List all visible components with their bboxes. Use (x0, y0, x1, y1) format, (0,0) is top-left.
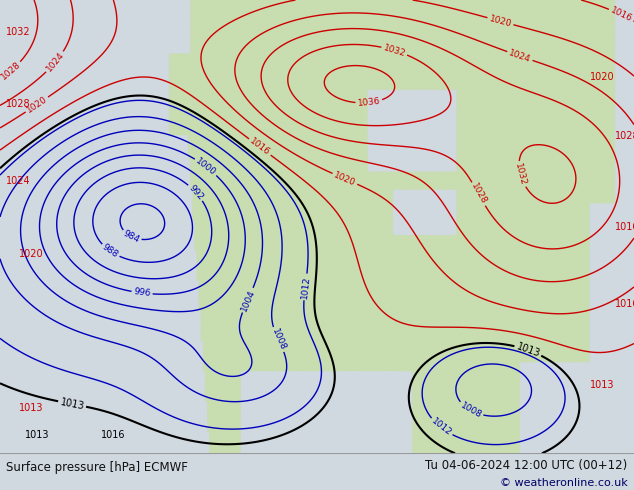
Text: 1024: 1024 (44, 50, 66, 74)
Text: Tu 04-06-2024 12:00 UTC (00+12): Tu 04-06-2024 12:00 UTC (00+12) (425, 459, 628, 471)
Text: 1008: 1008 (269, 327, 287, 352)
Text: 992: 992 (187, 183, 205, 202)
Text: 1016: 1016 (248, 137, 272, 158)
Text: 1020: 1020 (488, 14, 513, 28)
Text: 984: 984 (122, 229, 141, 245)
Text: 988: 988 (101, 243, 120, 260)
Text: 1020: 1020 (333, 170, 357, 188)
Text: 1016: 1016 (615, 299, 634, 309)
Text: 1032: 1032 (6, 27, 31, 37)
Text: 1013: 1013 (25, 430, 50, 440)
Text: 996: 996 (133, 288, 151, 298)
Text: 1000: 1000 (194, 156, 218, 177)
Text: 1024: 1024 (508, 48, 532, 64)
Text: 1020: 1020 (25, 95, 49, 115)
Text: 1016: 1016 (615, 221, 634, 232)
Text: 1028: 1028 (615, 131, 634, 141)
Text: 1032: 1032 (382, 43, 406, 58)
Text: 1028: 1028 (6, 99, 31, 109)
Text: 1016: 1016 (101, 430, 126, 440)
Text: 1013: 1013 (590, 380, 614, 390)
Text: 1032: 1032 (514, 162, 527, 187)
Text: © weatheronline.co.uk: © weatheronline.co.uk (500, 478, 628, 489)
Text: 1028: 1028 (469, 182, 488, 206)
Text: 1020: 1020 (19, 249, 44, 259)
Text: 1012: 1012 (300, 275, 311, 299)
Text: Surface pressure [hPa] ECMWF: Surface pressure [hPa] ECMWF (6, 461, 188, 474)
Text: 1008: 1008 (458, 401, 483, 420)
Text: 1004: 1004 (239, 288, 256, 313)
Text: 1020: 1020 (590, 72, 614, 82)
Text: 1013: 1013 (515, 342, 541, 359)
Text: 1013: 1013 (19, 403, 44, 413)
Text: 1024: 1024 (6, 176, 31, 186)
Text: 1012: 1012 (429, 417, 453, 438)
Text: 1036: 1036 (357, 97, 381, 108)
Text: 1013: 1013 (59, 397, 85, 411)
Text: 1028: 1028 (0, 60, 22, 82)
Text: 1016: 1016 (609, 6, 633, 24)
